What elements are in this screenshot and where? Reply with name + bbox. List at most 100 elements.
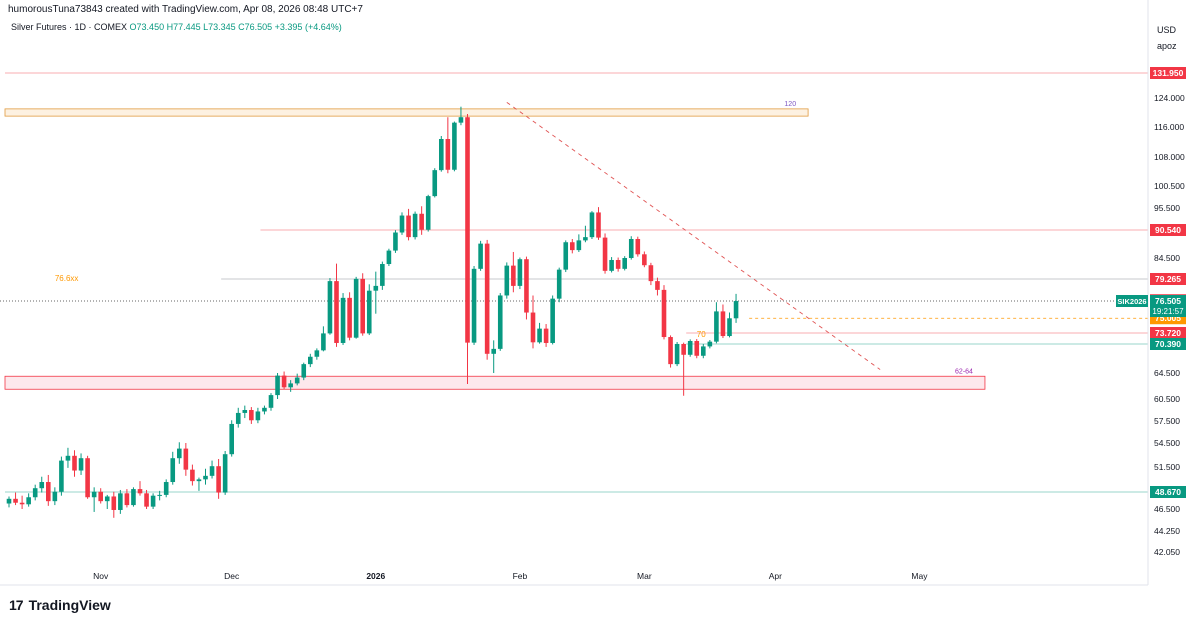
candle bbox=[78, 453, 84, 475]
candle-body bbox=[334, 281, 339, 343]
annotation-text: 70 bbox=[697, 330, 706, 339]
zone-rect bbox=[4, 108, 809, 117]
candle-body bbox=[714, 311, 719, 342]
candle-body bbox=[517, 259, 523, 286]
time-axis[interactable]: Nov Dec 2026 Feb Mar Apr May bbox=[93, 571, 928, 581]
candle bbox=[209, 460, 215, 479]
candle-body bbox=[563, 242, 569, 270]
candle-body bbox=[425, 196, 431, 230]
candle bbox=[642, 251, 647, 268]
candle-body bbox=[124, 493, 130, 506]
candle-body bbox=[85, 458, 90, 498]
candle bbox=[347, 292, 352, 341]
currency-label[interactable]: USD bbox=[1157, 25, 1177, 35]
candle-body bbox=[668, 337, 673, 365]
candle bbox=[556, 267, 562, 303]
candle-body bbox=[655, 281, 660, 290]
candle bbox=[281, 371, 287, 390]
candle bbox=[314, 348, 320, 360]
symbol-name[interactable]: Silver Futures · 1D · COMEX bbox=[11, 22, 128, 32]
candle-body bbox=[642, 254, 647, 266]
candle-body bbox=[235, 412, 241, 424]
candle bbox=[432, 168, 438, 198]
candle-body bbox=[602, 237, 608, 271]
candle-body bbox=[308, 356, 313, 365]
candle bbox=[419, 206, 424, 235]
candle-body bbox=[393, 232, 398, 251]
candle-body bbox=[209, 466, 215, 476]
candle-body bbox=[294, 377, 300, 384]
candle-body bbox=[570, 242, 575, 251]
candle bbox=[203, 468, 208, 485]
price-tick-label: 54.500 bbox=[1154, 438, 1180, 448]
candle-body bbox=[550, 298, 555, 343]
candle bbox=[137, 481, 143, 496]
candle bbox=[183, 443, 189, 476]
candle bbox=[353, 276, 359, 339]
candle bbox=[327, 278, 333, 335]
symbol-legend[interactable]: Silver Futures · 1D · COMEX O73.450 H77.… bbox=[11, 22, 342, 32]
zone-label: 62-64 bbox=[955, 368, 973, 375]
candle bbox=[655, 277, 660, 296]
candle-body bbox=[674, 343, 680, 365]
candle-body bbox=[661, 289, 667, 338]
candle bbox=[570, 238, 575, 254]
candle bbox=[445, 117, 451, 174]
candle-body bbox=[118, 493, 123, 510]
candle-body bbox=[65, 455, 71, 461]
zone-rect bbox=[4, 375, 986, 390]
candle bbox=[701, 343, 706, 359]
trendline[interactable] bbox=[506, 101, 881, 370]
candle bbox=[19, 495, 25, 509]
current-price-box bbox=[1150, 295, 1186, 317]
candle bbox=[537, 322, 542, 344]
horizontal-lines-layer bbox=[0, 72, 1148, 493]
price-tick-label: 100.500 bbox=[1154, 181, 1185, 191]
candle-body bbox=[13, 498, 18, 503]
tradingview-logo[interactable]: 17 TradingView bbox=[9, 597, 111, 613]
candle bbox=[530, 295, 536, 349]
price-tick-label: 64.500 bbox=[1154, 368, 1180, 378]
candle-body bbox=[504, 265, 510, 296]
candle-body bbox=[26, 497, 31, 505]
candle-body bbox=[386, 250, 392, 265]
time-tick-label: Feb bbox=[513, 571, 528, 581]
candle-body bbox=[183, 448, 189, 470]
time-tick-label: 2026 bbox=[366, 571, 385, 581]
price-label-box bbox=[1150, 338, 1186, 350]
candle bbox=[576, 234, 582, 252]
price-label-text: 75.005 bbox=[1155, 313, 1181, 323]
price-tick-label: 42.050 bbox=[1154, 547, 1180, 557]
price-label-box bbox=[1150, 273, 1186, 285]
candle bbox=[380, 261, 385, 290]
candle bbox=[150, 493, 156, 509]
candle-body bbox=[6, 498, 12, 504]
price-tick-label: 108.000 bbox=[1154, 152, 1185, 162]
candle bbox=[439, 136, 444, 172]
time-tick-label: Dec bbox=[224, 571, 240, 581]
candle-body bbox=[432, 170, 438, 197]
candle bbox=[733, 293, 739, 323]
price-axis[interactable]: 124.000 116.000 108.000 100.500 95.500 84.500… bbox=[1154, 93, 1185, 557]
candle-body bbox=[733, 301, 739, 319]
candle bbox=[661, 285, 667, 340]
candle bbox=[39, 476, 45, 493]
candle bbox=[163, 479, 169, 498]
candle bbox=[222, 451, 228, 495]
candle bbox=[242, 405, 248, 419]
price-label-text: 70.390 bbox=[1155, 339, 1181, 349]
candle bbox=[249, 407, 254, 424]
candle bbox=[157, 490, 162, 501]
candle-body bbox=[39, 482, 45, 489]
candle-body bbox=[543, 328, 549, 343]
candle bbox=[648, 262, 654, 286]
ticker-tag-box[interactable] bbox=[1116, 295, 1148, 307]
price-label-text: 131.950 bbox=[1153, 68, 1184, 78]
candle bbox=[65, 447, 71, 468]
candle-body bbox=[556, 269, 562, 299]
candle-body bbox=[537, 328, 542, 343]
ticker-tag-text: SIK2026 bbox=[1117, 297, 1146, 306]
unit-label[interactable]: apoz bbox=[1157, 41, 1177, 51]
candle bbox=[334, 263, 339, 347]
time-tick-label: Mar bbox=[637, 571, 652, 581]
